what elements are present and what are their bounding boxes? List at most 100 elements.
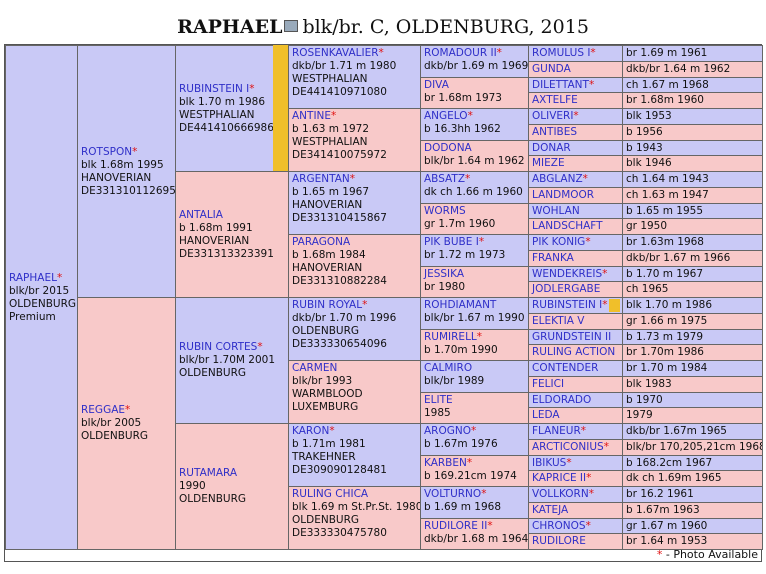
horse-name[interactable]: PIK KONIG: [532, 236, 586, 248]
detail-cell: ch 1965: [622, 281, 763, 298]
horse-name[interactable]: RUDILORE II: [424, 519, 488, 532]
detail-cell: blk 1983: [622, 375, 763, 393]
horse-name[interactable]: RUDILORE: [532, 535, 586, 548]
name-line: IBIKUS*: [532, 457, 619, 470]
photo-star: *: [349, 173, 355, 185]
horse-name[interactable]: MIEZE: [532, 157, 565, 170]
horse-name[interactable]: ELDORADO: [532, 393, 592, 406]
horse-name[interactable]: DONAR: [532, 141, 571, 154]
name-line: DIVA: [424, 79, 525, 92]
detail: b 1.69 m 1968: [424, 501, 502, 513]
horse-name[interactable]: ARCTICONIUS: [532, 440, 604, 453]
horse-cell: RUDILORE II* dkb/br 1.68 m 1964: [420, 517, 529, 550]
horse-name[interactable]: OLIVERI: [532, 110, 574, 122]
horse-name[interactable]: ROSENKAVALIER: [292, 47, 379, 59]
horse-name[interactable]: RULING CHICA: [292, 488, 369, 500]
horse-name[interactable]: GUNDA: [532, 62, 571, 75]
detail: b 1.68m 1991: [179, 221, 253, 234]
horse-name[interactable]: KARBEN: [424, 456, 467, 469]
horse-cell: ELDORADO: [528, 391, 623, 409]
horse-cell: WENDEKREIS*: [528, 265, 623, 283]
horse-name[interactable]: LANDMOOR: [532, 188, 595, 201]
horse-name[interactable]: DODONA: [424, 141, 472, 154]
horse-cell: JESSIKA br 1980: [420, 265, 529, 298]
horse-name[interactable]: FELICI: [532, 377, 565, 390]
name-line: PARAGONA: [292, 236, 417, 249]
name-line: RAPHAEL*: [9, 272, 74, 285]
horse-name[interactable]: KATEJA: [532, 503, 569, 516]
detail-cell: gr 1950: [622, 218, 763, 235]
horse-name[interactable]: ROHDIAMANT: [424, 299, 497, 311]
horse-name[interactable]: CARMEN: [292, 362, 338, 374]
horse-name[interactable]: VOLLKORN: [532, 488, 589, 500]
horse-name[interactable]: ANTIBES: [532, 125, 578, 138]
horse-name[interactable]: VOLTURNO: [424, 488, 482, 500]
horse-name[interactable]: WORMS: [424, 204, 466, 217]
horse-name[interactable]: CALMIRO: [424, 362, 473, 374]
horse-name[interactable]: WOHLAN: [532, 204, 580, 217]
horse-name[interactable]: RUBINSTEIN I: [179, 82, 250, 95]
horse-name[interactable]: LANDSCHAFT: [532, 220, 603, 233]
horse-name[interactable]: CHRONOS: [532, 519, 586, 532]
horse-name[interactable]: DIVA: [424, 78, 449, 91]
horse-name[interactable]: AROGNO: [424, 425, 471, 437]
horse-name[interactable]: PIK BUBE I: [424, 236, 479, 248]
horse-name[interactable]: RUMIRELL: [424, 330, 477, 343]
detail: Premium: [9, 310, 56, 323]
horse-name[interactable]: LEDA: [532, 409, 560, 422]
horse-name[interactable]: REGGAE: [81, 404, 126, 416]
name-line: WENDEKREIS*: [532, 268, 619, 281]
horse-name[interactable]: JODLERGABE: [532, 283, 601, 296]
photo-star: *: [603, 440, 609, 453]
horse-name[interactable]: ANGELO: [424, 110, 468, 122]
detail-cell: b 1943: [622, 139, 763, 157]
horse-cell: FRANKA: [528, 249, 623, 267]
horse-cell: GUNDA: [528, 60, 623, 78]
detail: LUXEMBURG: [292, 401, 359, 413]
horse-name[interactable]: RUBIN CORTES: [179, 341, 258, 353]
name-line: VOLLKORN*: [532, 488, 619, 501]
horse-name[interactable]: RULING ACTION: [532, 346, 616, 359]
horse-name[interactable]: RUBIN ROYAL: [292, 299, 363, 311]
horse-name[interactable]: DILETTANT: [532, 78, 589, 91]
horse-name[interactable]: FRANKA: [532, 251, 574, 264]
photo-icon[interactable]: [284, 20, 299, 32]
horse-name[interactable]: ELEKTIA V: [532, 314, 585, 327]
horse-name[interactable]: WENDEKREIS: [532, 267, 603, 280]
horse-name[interactable]: ABGLANZ: [532, 173, 583, 185]
horse-name[interactable]: AXTELFE: [532, 94, 578, 107]
horse-name[interactable]: KARON: [292, 425, 330, 437]
horse-name[interactable]: GRUNDSTEIN II: [532, 330, 612, 343]
horse-name[interactable]: RUTAMARA: [179, 467, 238, 479]
detail-cell: b 1.65 m 1955: [622, 202, 763, 220]
detail: b 1.67m 1976: [424, 438, 498, 450]
detail: blk 1.68m 1995: [81, 158, 164, 171]
horse-name[interactable]: ROTSPON: [81, 145, 133, 158]
horse-name[interactable]: ANTALIA: [179, 208, 223, 221]
horse-name[interactable]: JESSIKA: [424, 267, 465, 280]
horse-name[interactable]: PARAGONA: [292, 236, 351, 248]
horse-name[interactable]: ARGENTAN: [292, 173, 350, 185]
horse-name[interactable]: ABSATZ: [424, 173, 466, 185]
name-line: CHRONOS*: [532, 520, 619, 533]
horse-name[interactable]: FLANEUR: [532, 425, 581, 437]
detail: TRAKEHNER: [292, 451, 356, 463]
name-line: PIK KONIG*: [532, 236, 619, 249]
name-line: VOLTURNO*: [424, 488, 525, 501]
detail: dkb/br 1.64 m 1962: [626, 62, 731, 75]
detail: DE441410666986: [179, 121, 274, 134]
detail-cell: b 1.70 m 1967: [622, 265, 763, 283]
name-line: AXTELFE: [532, 94, 619, 107]
horse-name[interactable]: ANTINE: [292, 110, 332, 122]
detail: 1979: [626, 409, 653, 422]
horse-name[interactable]: ROMULUS I: [532, 47, 591, 59]
horse-name[interactable]: KAPRICE II: [532, 472, 587, 485]
horse-name[interactable]: IBIKUS: [532, 456, 567, 469]
horse-name[interactable]: CONTENDER: [532, 362, 599, 374]
photo-star: *: [566, 456, 572, 469]
horse-name[interactable]: RAPHAEL: [9, 271, 57, 284]
horse-name[interactable]: ELITE: [424, 393, 453, 406]
detail-cell: blk/br 170,205,21cm 1968: [622, 438, 763, 456]
horse-name[interactable]: RUBINSTEIN I: [532, 299, 603, 311]
horse-name[interactable]: ROMADOUR II: [424, 47, 497, 59]
